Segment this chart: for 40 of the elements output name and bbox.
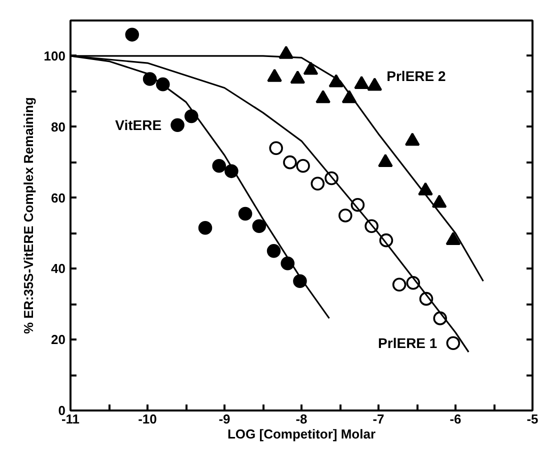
- y-tick-label: 60: [51, 190, 66, 206]
- y-tick-label: 80: [51, 119, 66, 134]
- y-tick-label: 40: [51, 261, 66, 276]
- point: [418, 182, 433, 196]
- point: [252, 219, 266, 234]
- y-tick-label: 0: [58, 403, 66, 418]
- x-tick-label: -7: [372, 412, 384, 426]
- x-tick-label: -6: [450, 412, 462, 426]
- annotation: PrlERE 2: [386, 68, 446, 84]
- point: [266, 244, 281, 258]
- x-tick-label: -10: [138, 412, 157, 426]
- point: [446, 336, 460, 350]
- y-axis-title: % ER:35S-VitERE Complex Remaining: [20, 97, 36, 334]
- point: [404, 132, 420, 146]
- point: [432, 194, 447, 208]
- point: [310, 176, 325, 190]
- annotation: VitERE: [115, 117, 162, 134]
- y-tick-label: 100: [44, 48, 66, 64]
- point: [392, 278, 406, 292]
- point: [296, 158, 310, 173]
- x-tick-label: -5: [526, 412, 538, 426]
- y-tick-label: 20: [51, 332, 66, 348]
- point: [269, 141, 283, 156]
- point: [316, 90, 330, 104]
- point: [212, 158, 226, 173]
- x-axis-title: LOG [Competitor] Molar: [227, 426, 376, 442]
- point: [198, 221, 212, 235]
- point: [354, 76, 369, 89]
- x-tick-label: -8: [296, 412, 308, 426]
- x-tick-label: -9: [218, 412, 230, 426]
- point: [283, 155, 297, 170]
- point: [238, 206, 252, 221]
- point: [290, 70, 306, 84]
- point: [267, 68, 282, 82]
- point: [367, 78, 382, 91]
- point: [338, 208, 352, 222]
- annotation: PrlERE 1: [378, 335, 438, 352]
- point: [170, 118, 184, 132]
- point: [378, 154, 393, 167]
- point: [303, 62, 318, 75]
